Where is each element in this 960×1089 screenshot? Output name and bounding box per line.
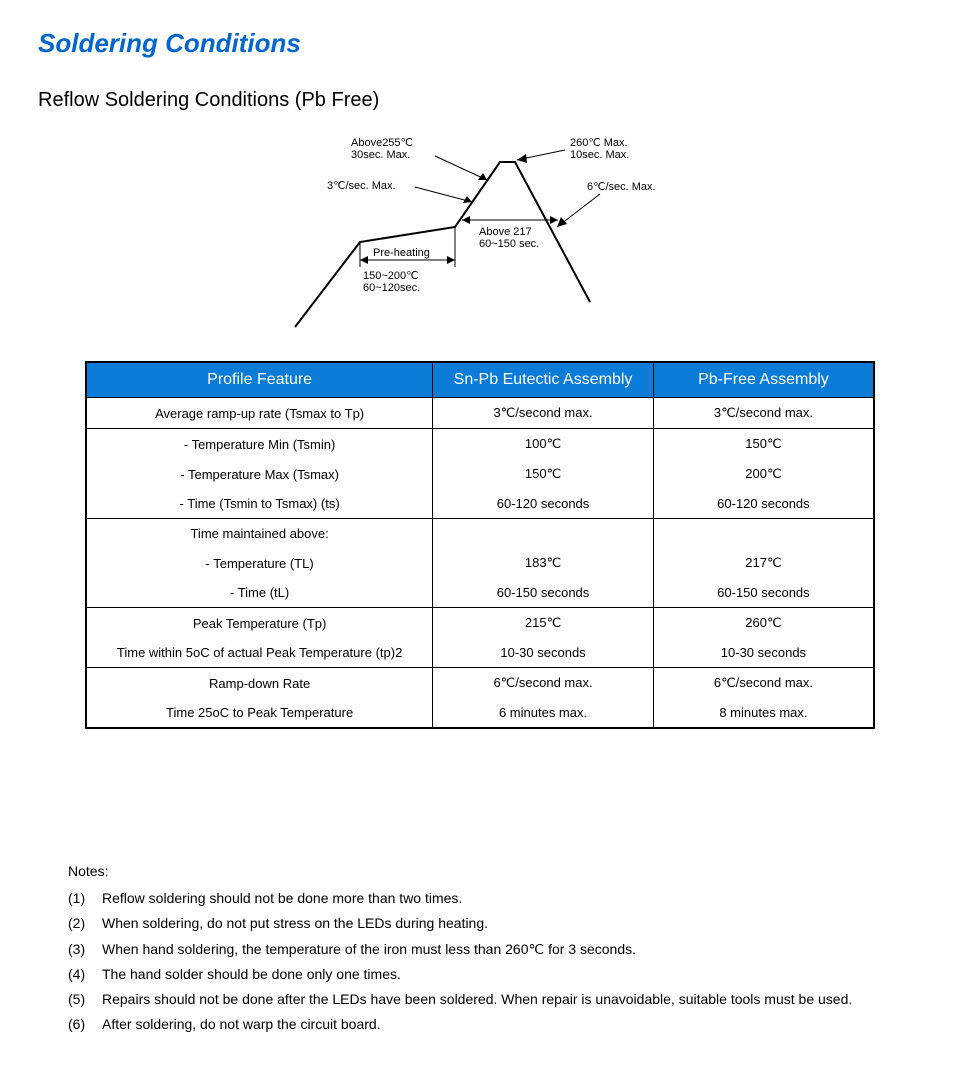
note-item: (6)After soldering, do not warp the circ…: [68, 1012, 922, 1037]
table-cell: - Temperature Min (Tsmin): [86, 429, 433, 460]
table-cell: 183℃: [433, 548, 654, 578]
table-cell: 3℃/second max.: [653, 398, 874, 429]
table-cell: 6℃/second max.: [653, 668, 874, 699]
table-cell: - Time (Tsmin to Tsmax) (ts): [86, 489, 433, 519]
table-cell: 60-120 seconds: [433, 489, 654, 519]
note-item: (3)When hand soldering, the temperature …: [68, 937, 922, 962]
svg-text:60~150 sec.: 60~150 sec.: [479, 238, 539, 250]
col-snpb: Sn-Pb Eutectic Assembly: [433, 362, 654, 398]
table-cell: 150℃: [433, 459, 654, 489]
table-cell: 150℃: [653, 429, 874, 460]
table-cell: 60-150 seconds: [433, 578, 654, 608]
note-item: (2)When soldering, do not put stress on …: [68, 911, 922, 936]
table-cell: Ramp-down Rate: [86, 668, 433, 699]
table-cell: 60-150 seconds: [653, 578, 874, 608]
col-pbfree: Pb-Free Assembly: [653, 362, 874, 398]
table-cell: 6 minutes max.: [433, 698, 654, 728]
table-cell: 8 minutes max.: [653, 698, 874, 728]
label-preheat-range: 150~200℃: [363, 270, 418, 282]
table-cell: Time maintained above:: [86, 519, 433, 549]
label-above255: Above255℃: [351, 137, 413, 149]
table-cell: 260℃: [653, 608, 874, 639]
table-cell: - Time (tL): [86, 578, 433, 608]
table-cell: Time 25oC to Peak Temperature: [86, 698, 433, 728]
profile-table: Profile Feature Sn-Pb Eutectic Assembly …: [85, 361, 875, 729]
table-cell: 10-30 seconds: [653, 638, 874, 668]
table-cell: - Temperature Max (Tsmax): [86, 459, 433, 489]
table-cell: 100℃: [433, 429, 654, 460]
page-subtitle: Reflow Soldering Conditions (Pb Free): [38, 89, 922, 112]
label-above217: Above 217: [479, 226, 532, 238]
table-cell: [433, 519, 654, 549]
table-cell: Time within 5oC of actual Peak Temperatu…: [86, 638, 433, 668]
table-cell: 10-30 seconds: [433, 638, 654, 668]
table-cell: 200℃: [653, 459, 874, 489]
label-preheat: Pre-heating: [373, 247, 430, 259]
svg-text:30sec. Max.: 30sec. Max.: [351, 149, 410, 161]
svg-text:60~120sec.: 60~120sec.: [363, 282, 420, 294]
label-peak: 260℃ Max.: [570, 137, 628, 149]
label-ramp3: 3℃/sec. Max.: [327, 180, 396, 192]
notes-section: Notes: (1)Reflow soldering should not be…: [38, 859, 922, 1037]
note-item: (4)The hand solder should be done only o…: [68, 962, 922, 987]
table-cell: Average ramp-up rate (Tsmax to Tp): [86, 398, 433, 429]
table-cell: 217℃: [653, 548, 874, 578]
table-cell: [653, 519, 874, 549]
table-cell: 215℃: [433, 608, 654, 639]
table-cell: - Temperature (TL): [86, 548, 433, 578]
label-ramp6: 6℃/sec. Max.: [587, 181, 656, 193]
table-cell: Peak Temperature (Tp): [86, 608, 433, 639]
note-item: (1)Reflow soldering should not be done m…: [68, 886, 922, 911]
svg-text:10sec. Max.: 10sec. Max.: [570, 149, 629, 161]
page-title: Soldering Conditions: [38, 28, 922, 59]
col-feature: Profile Feature: [86, 362, 433, 398]
table-cell: 3℃/second max.: [433, 398, 654, 429]
note-item: (5)Repairs should not be done after the …: [68, 987, 922, 1012]
table-cell: 60-120 seconds: [653, 489, 874, 519]
reflow-profile-diagram: Above255℃ 30sec. Max. 3℃/sec. Max. Pre-h…: [38, 132, 922, 337]
table-cell: 6℃/second max.: [433, 668, 654, 699]
notes-title: Notes:: [68, 859, 922, 884]
